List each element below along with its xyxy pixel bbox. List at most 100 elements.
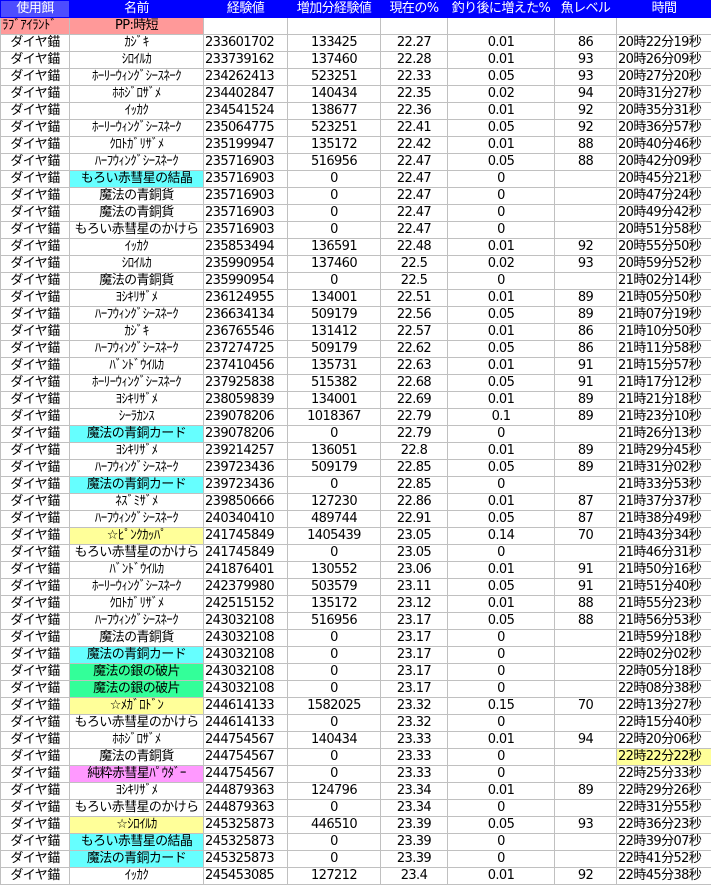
- time-cell[interactable]: 20時35分31秒: [616, 102, 711, 120]
- bait-cell[interactable]: ダイヤ錨: [0, 459, 70, 477]
- level-cell[interactable]: 88: [554, 136, 617, 154]
- percent-cell[interactable]: 22.68: [380, 374, 448, 392]
- bait-cell[interactable]: ダイヤ錨: [0, 476, 70, 494]
- level-cell[interactable]: 94: [554, 731, 617, 749]
- level-cell[interactable]: 93: [554, 816, 617, 834]
- exp-cell[interactable]: 235199947: [203, 136, 288, 154]
- increase-cell[interactable]: 0.05: [447, 612, 555, 630]
- percent-cell[interactable]: 23.06: [380, 561, 448, 579]
- time-cell[interactable]: 21時15分57秒: [616, 357, 711, 375]
- time-cell[interactable]: 21時31分02秒: [616, 459, 711, 477]
- gain-cell[interactable]: 515382: [287, 374, 381, 392]
- name-cell[interactable]: ｲｯｶｸ: [69, 102, 204, 120]
- bait-cell[interactable]: ダイヤ錨: [0, 204, 70, 222]
- increase-cell[interactable]: 0.01: [447, 442, 555, 460]
- name-cell[interactable]: ﾖｼｷﾘｻﾞﾒ: [69, 289, 204, 307]
- gain-cell[interactable]: 1582025: [287, 697, 381, 715]
- increase-cell[interactable]: 0: [447, 799, 555, 817]
- percent-cell[interactable]: 22.5: [380, 272, 448, 290]
- name-cell[interactable]: ﾎﾎｼﾞﾛｻﾞﾒ: [69, 731, 204, 749]
- increase-cell[interactable]: 0.01: [447, 493, 555, 511]
- name-cell[interactable]: ﾎｰﾘｰｳｨﾝｸﾞｼｰｽﾈｰｸ: [69, 578, 204, 596]
- bait-cell[interactable]: ダイヤ錨: [0, 34, 70, 52]
- exp-cell[interactable]: 234402847: [203, 85, 288, 103]
- bait-cell[interactable]: ダイヤ錨: [0, 697, 70, 715]
- time-cell[interactable]: 21時43分34秒: [616, 527, 711, 545]
- gain-cell[interactable]: 0: [287, 629, 381, 647]
- gain-cell[interactable]: 489744: [287, 510, 381, 528]
- time-cell[interactable]: 21時21分18秒: [616, 391, 711, 409]
- pp-cell[interactable]: PP:時短: [69, 17, 204, 35]
- bait-cell[interactable]: ダイヤ錨: [0, 850, 70, 868]
- gain-cell[interactable]: 446510: [287, 816, 381, 834]
- exp-cell[interactable]: 234541524: [203, 102, 288, 120]
- increase-cell[interactable]: 0.01: [447, 782, 555, 800]
- bait-cell[interactable]: ダイヤ錨: [0, 238, 70, 256]
- level-cell[interactable]: 92: [554, 119, 617, 137]
- level-cell[interactable]: 93: [554, 68, 617, 86]
- percent-cell[interactable]: 23.4: [380, 867, 448, 885]
- gain-cell[interactable]: 0: [287, 476, 381, 494]
- empty-cell[interactable]: [287, 17, 381, 35]
- exp-cell[interactable]: 239078206: [203, 425, 288, 443]
- name-cell[interactable]: 魔法の銀の破片: [69, 680, 204, 698]
- gain-cell[interactable]: 0: [287, 204, 381, 222]
- gain-cell[interactable]: 135731: [287, 357, 381, 375]
- empty-cell[interactable]: [616, 17, 711, 35]
- exp-cell[interactable]: 244614133: [203, 714, 288, 732]
- header-name[interactable]: 名前: [69, 0, 204, 18]
- gain-cell[interactable]: 1018367: [287, 408, 381, 426]
- percent-cell[interactable]: 22.48: [380, 238, 448, 256]
- level-cell[interactable]: 88: [554, 612, 617, 630]
- increase-cell[interactable]: 0: [447, 221, 555, 239]
- percent-cell[interactable]: 23.33: [380, 731, 448, 749]
- time-cell[interactable]: 21時50分16秒: [616, 561, 711, 579]
- name-cell[interactable]: ｸﾛﾄｶﾞﾘｻﾞﾒ: [69, 595, 204, 613]
- name-cell[interactable]: ｼﾛｲﾙｶ: [69, 51, 204, 69]
- bait-cell[interactable]: ダイヤ錨: [0, 323, 70, 341]
- increase-cell[interactable]: 0.05: [447, 153, 555, 171]
- level-cell[interactable]: 94: [554, 85, 617, 103]
- name-cell[interactable]: ﾊｰﾌｳｨﾝｸﾞｼｰｽﾈｰｸ: [69, 612, 204, 630]
- increase-cell[interactable]: 0.01: [447, 289, 555, 307]
- percent-cell[interactable]: 22.57: [380, 323, 448, 341]
- percent-cell[interactable]: 22.27: [380, 34, 448, 52]
- bait-cell[interactable]: ダイヤ錨: [0, 306, 70, 324]
- increase-cell[interactable]: 0.05: [447, 119, 555, 137]
- gain-cell[interactable]: 516956: [287, 153, 381, 171]
- gain-cell[interactable]: 0: [287, 221, 381, 239]
- name-cell[interactable]: もろい赤彗星のかけら: [69, 714, 204, 732]
- exp-cell[interactable]: 239723436: [203, 476, 288, 494]
- exp-cell[interactable]: 244879363: [203, 799, 288, 817]
- exp-cell[interactable]: 243032108: [203, 646, 288, 664]
- percent-cell[interactable]: 23.34: [380, 799, 448, 817]
- name-cell[interactable]: ☆ﾒｶﾞﾛﾄﾞﾝ: [69, 697, 204, 715]
- time-cell[interactable]: 22時45分38秒: [616, 867, 711, 885]
- percent-cell[interactable]: 23.33: [380, 748, 448, 766]
- gain-cell[interactable]: 0: [287, 680, 381, 698]
- level-cell[interactable]: 87: [554, 493, 617, 511]
- bait-cell[interactable]: ダイヤ錨: [0, 170, 70, 188]
- level-cell[interactable]: 92: [554, 238, 617, 256]
- gain-cell[interactable]: 0: [287, 425, 381, 443]
- increase-cell[interactable]: 0.05: [447, 68, 555, 86]
- bait-cell[interactable]: ダイヤ錨: [0, 714, 70, 732]
- exp-cell[interactable]: 236124955: [203, 289, 288, 307]
- time-cell[interactable]: 21時37分37秒: [616, 493, 711, 511]
- exp-cell[interactable]: 235716903: [203, 153, 288, 171]
- time-cell[interactable]: 20時59分52秒: [616, 255, 711, 273]
- name-cell[interactable]: ﾊｰﾌｳｨﾝｸﾞｼｰｽﾈｰｸ: [69, 510, 204, 528]
- increase-cell[interactable]: 0.05: [447, 578, 555, 596]
- exp-cell[interactable]: 245325873: [203, 816, 288, 834]
- gain-cell[interactable]: 140434: [287, 85, 381, 103]
- exp-cell[interactable]: 239078206: [203, 408, 288, 426]
- bait-cell[interactable]: ダイヤ錨: [0, 272, 70, 290]
- time-cell[interactable]: 21時51分40秒: [616, 578, 711, 596]
- gain-cell[interactable]: 0: [287, 850, 381, 868]
- gain-cell[interactable]: 503579: [287, 578, 381, 596]
- percent-cell[interactable]: 23.17: [380, 629, 448, 647]
- percent-cell[interactable]: 22.56: [380, 306, 448, 324]
- name-cell[interactable]: 魔法の青銅カード: [69, 646, 204, 664]
- name-cell[interactable]: 魔法の青銅カード: [69, 425, 204, 443]
- time-cell[interactable]: 20時45分21秒: [616, 170, 711, 188]
